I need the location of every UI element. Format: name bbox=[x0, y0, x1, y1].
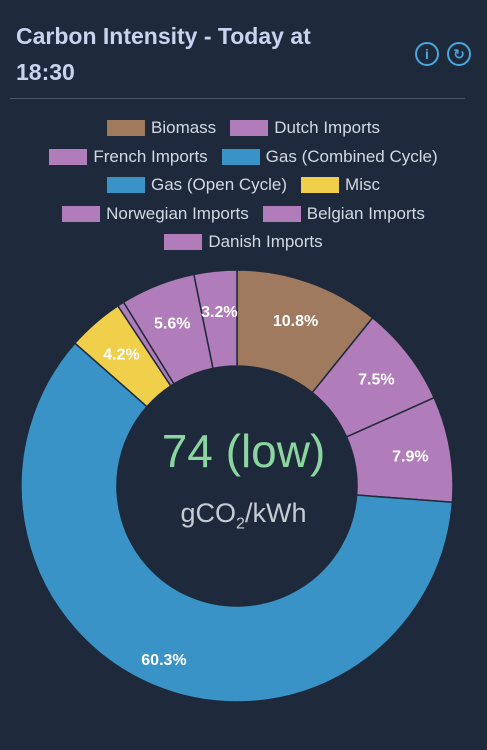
legend-swatch bbox=[49, 148, 88, 165]
unit-suffix: /kWh bbox=[244, 498, 307, 528]
legend-swatch bbox=[164, 234, 203, 251]
data-label: 7.5% bbox=[358, 372, 394, 389]
data-label: 3.2% bbox=[201, 304, 237, 321]
refresh-glyph: ↻ bbox=[453, 45, 465, 62]
data-label: 7.9% bbox=[392, 449, 428, 466]
legend-item[interactable]: Gas (Open Cycle) bbox=[107, 175, 287, 195]
legend-item[interactable]: Dutch Imports bbox=[230, 118, 380, 138]
refresh-icon[interactable]: ↻ bbox=[447, 42, 471, 66]
legend-label: Biomass bbox=[151, 118, 217, 138]
legend-item[interactable]: Biomass bbox=[107, 118, 216, 138]
legend-label: Norwegian Imports bbox=[106, 203, 249, 223]
slice-danish-imports[interactable] bbox=[192, 269, 238, 370]
legend-label: Dutch Imports bbox=[274, 118, 380, 138]
legend-swatch bbox=[221, 148, 260, 165]
legend-row: Biomass Dutch Imports bbox=[20, 114, 467, 143]
center-unit: gCO2/kWh bbox=[0, 498, 487, 533]
data-label: 10.8% bbox=[273, 313, 318, 330]
legend-label: French Imports bbox=[93, 146, 208, 166]
info-glyph: i bbox=[425, 46, 429, 62]
header-icons: i ↻ bbox=[415, 42, 471, 66]
legend-swatch bbox=[107, 177, 145, 194]
legend-row: Norwegian Imports Belgian Imports bbox=[20, 200, 467, 229]
unit-subscript: 2 bbox=[236, 515, 245, 533]
legend-label: Misc bbox=[345, 175, 380, 195]
chart-legend: Biomass Dutch Imports French Imports Gas (C… bbox=[0, 114, 487, 257]
data-label: 5.6% bbox=[154, 315, 190, 332]
legend-row: French Imports Gas (Combined Cycle) bbox=[20, 143, 467, 172]
legend-swatch bbox=[262, 205, 301, 222]
slice-gas-combined-cycle[interactable] bbox=[20, 342, 454, 703]
data-label: 4.2% bbox=[103, 346, 139, 363]
unit-prefix: gCO bbox=[180, 498, 237, 528]
header-divider bbox=[10, 98, 465, 99]
legend-swatch bbox=[301, 177, 340, 194]
legend-item[interactable]: Norwegian Imports bbox=[62, 204, 249, 224]
legend-label: Danish Imports bbox=[208, 232, 323, 252]
legend-item[interactable]: Gas (Combined Cycle) bbox=[221, 146, 438, 167]
legend-label: Belgian Imports bbox=[306, 203, 425, 223]
legend-label: Gas (Combined Cycle) bbox=[265, 146, 438, 166]
legend-swatch bbox=[230, 120, 269, 137]
legend-row: Gas (Open Cycle) Misc bbox=[20, 171, 467, 200]
chart-title: Carbon Intensity - Today at 18:30 bbox=[16, 23, 311, 85]
legend-swatch bbox=[62, 205, 101, 222]
legend-item[interactable]: Belgian Imports bbox=[262, 203, 425, 224]
legend-item[interactable]: Misc bbox=[301, 175, 380, 195]
legend-item[interactable]: French Imports bbox=[49, 146, 208, 167]
data-label: 60.3% bbox=[141, 652, 186, 669]
legend-swatch bbox=[107, 120, 145, 137]
legend-row: Danish Imports bbox=[20, 228, 467, 257]
center-value: 74 (low) bbox=[161, 425, 326, 477]
info-icon[interactable]: i bbox=[415, 42, 439, 66]
doughnut-chart: 10.8% 7.5% 7.9% 60.3% 4.2% 5.6% 3.2% bbox=[20, 269, 454, 703]
legend-item[interactable]: Danish Imports bbox=[164, 232, 323, 252]
legend-label: Gas (Open Cycle) bbox=[151, 175, 288, 195]
